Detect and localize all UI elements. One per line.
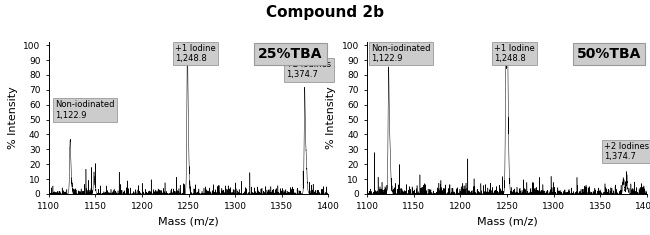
Text: +1 Iodine
1,248.8: +1 Iodine 1,248.8 [176,44,216,63]
Y-axis label: % Intensity: % Intensity [8,87,18,149]
Text: +2 Iodines
1,374.7: +2 Iodines 1,374.7 [604,142,649,161]
Text: +1 Iodine
1,248.8: +1 Iodine 1,248.8 [494,44,535,63]
Text: 50%TBA: 50%TBA [577,47,641,61]
Text: 25%TBA: 25%TBA [258,47,322,61]
Text: +2 Iodines
1,374.7: +2 Iodines 1,374.7 [287,60,332,79]
Text: Compound 2b: Compound 2b [266,5,384,20]
Text: Non-iodinated
1,122.9: Non-iodinated 1,122.9 [371,44,430,63]
Y-axis label: % Intensity: % Intensity [326,87,336,149]
X-axis label: Mass (m/z): Mass (m/z) [476,217,538,227]
Text: Non-iodinated
1,122.9: Non-iodinated 1,122.9 [55,100,115,120]
X-axis label: Mass (m/z): Mass (m/z) [158,217,219,227]
